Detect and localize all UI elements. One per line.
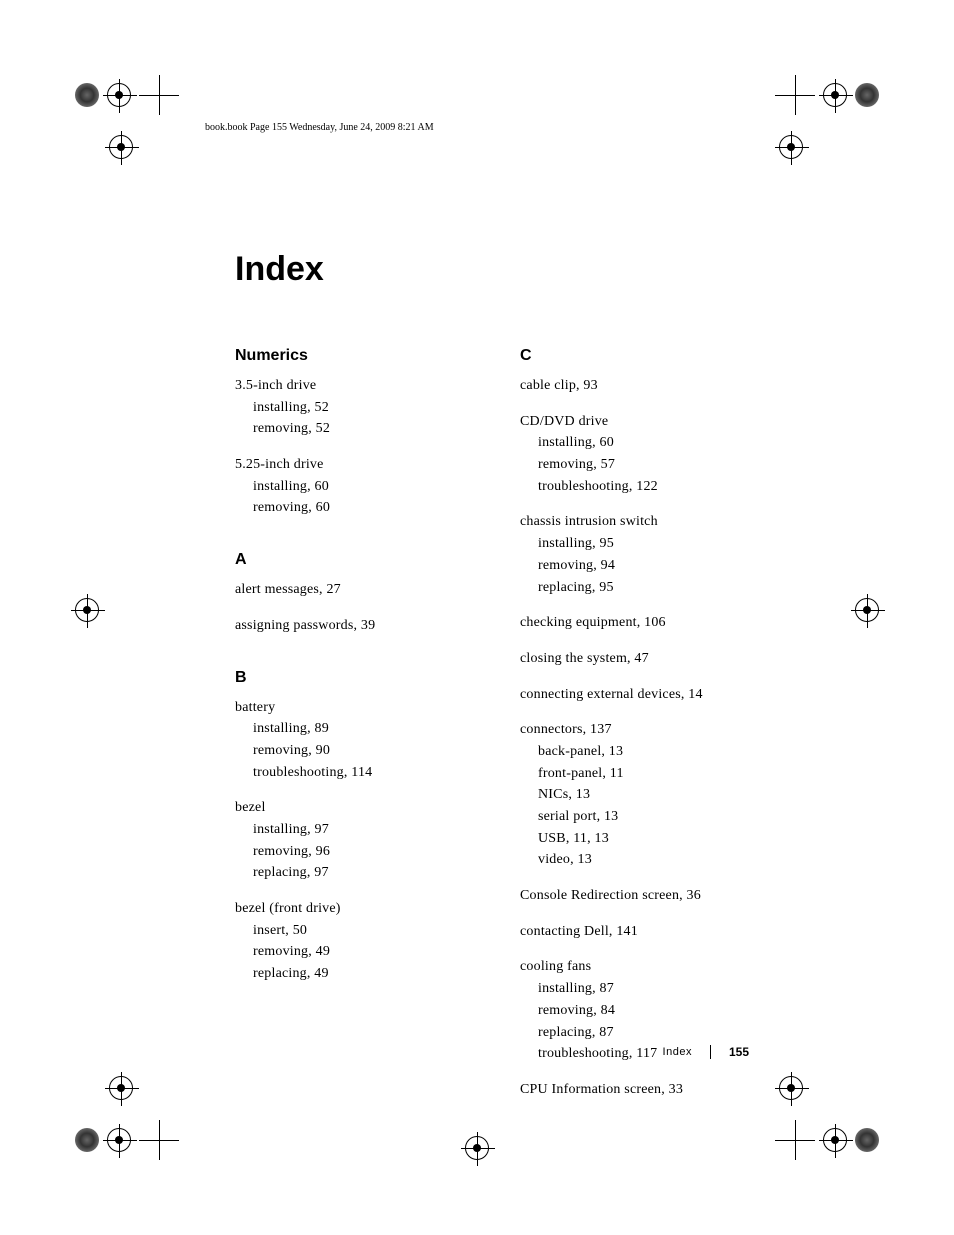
index-entry-main: cable clip, 93: [520, 378, 598, 393]
index-entry-sub: troubleshooting, 122: [520, 476, 765, 498]
index-entry-main: CPU Information screen, 33: [520, 1082, 683, 1097]
index-entry-main: Console Redirection screen, 36: [520, 888, 701, 903]
index-entry-sub: installing, 87: [520, 978, 765, 1000]
index-entry-sub: back-panel, 13: [520, 741, 765, 763]
index-entry-sub: USB, 11, 13: [520, 828, 765, 850]
crop-mark: [465, 1136, 489, 1160]
index-entry-main: connecting external devices, 14: [520, 687, 703, 702]
index-entry-sub: replacing, 97: [235, 862, 480, 884]
index-entry: cable clip, 93: [520, 375, 765, 397]
index-entry-sub: replacing, 49: [235, 963, 480, 985]
index-entry-main: battery: [235, 700, 275, 715]
index-entry: closing the system, 47: [520, 648, 765, 670]
index-entry-main: bezel: [235, 800, 266, 815]
index-entry-sub: installing, 97: [235, 819, 480, 841]
index-entry: CPU Information screen, 33: [520, 1079, 765, 1101]
index-entry: assigning passwords, 39: [235, 615, 480, 637]
footer-label: Index: [663, 1046, 692, 1058]
index-entry-sub: replacing, 95: [520, 577, 765, 599]
index-entry-sub: removing, 84: [520, 1000, 765, 1022]
index-entry: contacting Dell, 141: [520, 921, 765, 943]
index-entry-sub: removing, 57: [520, 454, 765, 476]
index-entry: bezel (front drive) insert, 50removing, 4…: [235, 898, 480, 985]
index-entry-main: 5.25-inch drive: [235, 457, 324, 472]
page-content: Index Numerics 3.5-inch drive installing, …: [235, 250, 765, 1133]
crop-mark: [775, 1076, 879, 1160]
page-title: Index: [235, 250, 765, 289]
index-entry-main: cooling fans: [520, 959, 591, 974]
index-entry-sub: installing, 52: [235, 397, 480, 419]
footer-divider: [710, 1045, 711, 1059]
index-entry: chassis intrusion switchinstalling, 95re…: [520, 511, 765, 598]
index-entry-main: alert messages, 27: [235, 582, 341, 597]
index-entry-sub: front-panel, 11: [520, 763, 765, 785]
index-entry: Console Redirection screen, 36: [520, 885, 765, 907]
crop-mark: [855, 598, 879, 622]
crop-mark: [75, 598, 99, 622]
index-entry: bezel installing, 97removing, 96replacing…: [235, 797, 480, 884]
index-entry-sub: removing, 52: [235, 418, 480, 440]
index-entry: connectors, 137 back-panel, 13front-panel…: [520, 719, 765, 871]
index-entry-sub: troubleshooting, 114: [235, 762, 480, 784]
index-entry: connecting external devices, 14: [520, 684, 765, 706]
index-left-column: Numerics3.5-inch driveinstalling, 52remo…: [235, 347, 480, 1133]
index-entry-main: closing the system, 47: [520, 651, 649, 666]
index-entry-main: connectors, 137: [520, 722, 612, 737]
crop-mark: [75, 1076, 179, 1160]
index-entry: 5.25-inch drive installing, 60removing, 6…: [235, 454, 480, 519]
index-entry-main: CD/DVD drive: [520, 414, 608, 429]
index-section: Aalert messages, 27 assigning passwords, …: [235, 551, 480, 636]
index-entry-main: checking equipment, 106: [520, 615, 666, 630]
index-entry-sub: insert, 50: [235, 920, 480, 942]
index-entry: CD/DVD drive installing, 60removing, 57tr…: [520, 411, 765, 498]
index-section-head: B: [235, 669, 480, 687]
index-section: Numerics3.5-inch driveinstalling, 52remo…: [235, 347, 480, 519]
index-section-head: Numerics: [235, 347, 480, 365]
footer-page-number: 155: [729, 1045, 749, 1059]
index-entry-sub: installing, 60: [520, 432, 765, 454]
index-entry: checking equipment, 106: [520, 612, 765, 634]
index-entry-main: contacting Dell, 141: [520, 924, 638, 939]
index-entry: battery installing, 89removing, 90trouble…: [235, 697, 480, 784]
index-section-head: A: [235, 551, 480, 569]
page-footer: Index 155: [663, 1045, 749, 1059]
index-section: Ccable clip, 93 CD/DVD drive installing, 6…: [520, 347, 765, 1101]
running-header: book.book Page 155 Wednesday, June 24, 2…: [205, 122, 434, 133]
index-entry-sub: installing, 95: [520, 533, 765, 555]
index-entry-main: assigning passwords, 39: [235, 618, 375, 633]
index-entry-sub: NICs, 13: [520, 784, 765, 806]
index-section-head: C: [520, 347, 765, 365]
index-entry-sub: installing, 89: [235, 718, 480, 740]
index-entry-sub: removing, 49: [235, 941, 480, 963]
crop-mark: [775, 75, 879, 159]
crop-mark: [75, 75, 179, 159]
index-entry-sub: removing, 90: [235, 740, 480, 762]
index-entry-sub: replacing, 87: [520, 1022, 765, 1044]
index-entry-main: bezel (front drive): [235, 901, 341, 916]
index-entry-sub: video, 13: [520, 849, 765, 871]
index-right-column: Ccable clip, 93 CD/DVD drive installing, 6…: [520, 347, 765, 1133]
index-entry-sub: serial port, 13: [520, 806, 765, 828]
index-entry-sub: installing, 60: [235, 476, 480, 498]
index-entry-main: 3.5-inch drive: [235, 378, 316, 393]
index-entry: 3.5-inch drive installing, 52removing, 52: [235, 375, 480, 440]
index-entry: alert messages, 27: [235, 579, 480, 601]
index-entry-main: chassis intrusion switch: [520, 514, 658, 529]
index-entry-sub: removing, 96: [235, 841, 480, 863]
index-entry-sub: removing, 60: [235, 497, 480, 519]
index-section: Bbattery installing, 89removing, 90troubl…: [235, 669, 480, 985]
index-entry-sub: removing, 94: [520, 555, 765, 577]
